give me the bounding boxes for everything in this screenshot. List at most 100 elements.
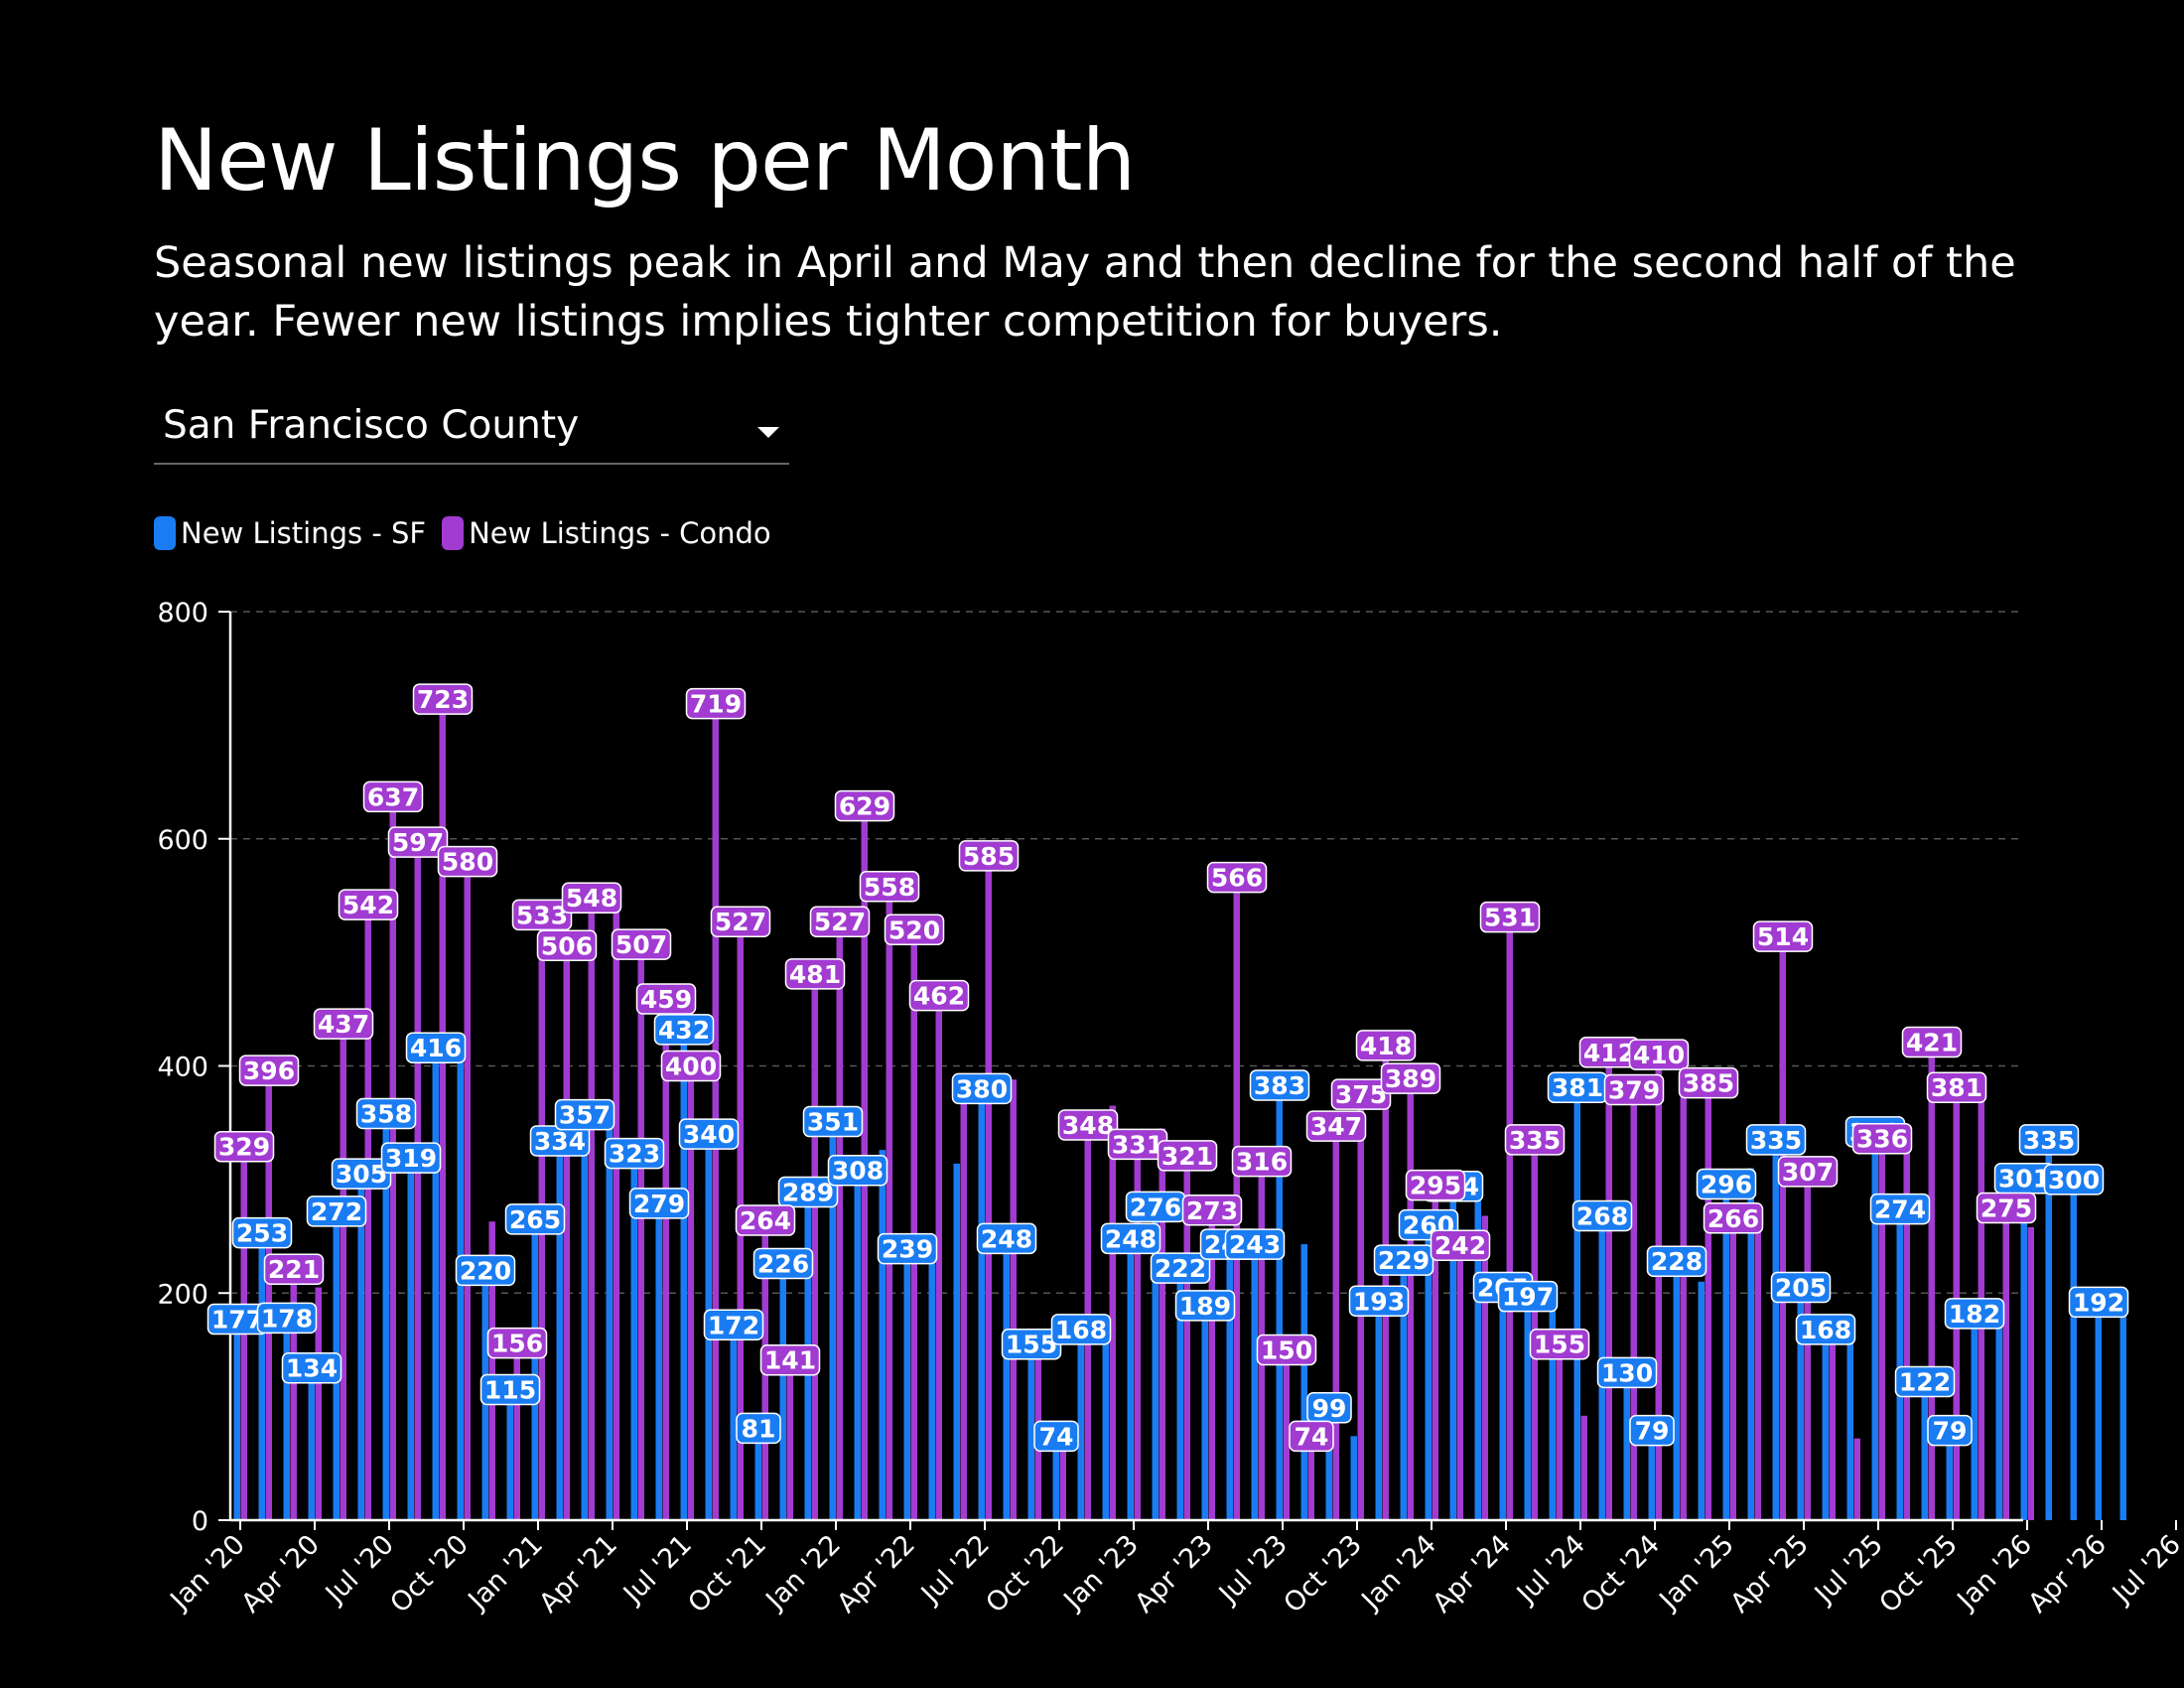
bar-condo: [985, 855, 992, 1520]
data-label-sf: 122: [1899, 1367, 1951, 1396]
data-label-condo: 375: [1335, 1080, 1387, 1109]
data-label-sf: 334: [534, 1127, 586, 1156]
bar-sf: [1276, 1084, 1283, 1520]
bar-condo: [2002, 1207, 2009, 1520]
data-label-condo: 410: [1633, 1041, 1685, 1069]
y-tick-label: 200: [157, 1279, 208, 1310]
x-tick-label: Apr '20: [235, 1529, 326, 1619]
bar-sf: [556, 1140, 563, 1520]
data-label-sf: 168: [1800, 1316, 1851, 1344]
data-label-condo: 531: [1484, 904, 1536, 932]
data-label-sf: 305: [336, 1160, 387, 1189]
data-label-condo-bg: [1289, 1420, 1334, 1453]
data-label-condo-bg: [1430, 1229, 1491, 1261]
data-label-sf-bg: [1150, 1252, 1211, 1284]
data-label-sf-bg: [951, 1072, 1013, 1105]
data-label-condo-bg: [1355, 1030, 1417, 1061]
bar-sf: [1400, 1260, 1407, 1520]
bar-sf: [779, 1263, 786, 1520]
legend-item-condo[interactable]: New Listings - Condo: [442, 516, 771, 550]
x-tick-label: Jul '26: [2106, 1529, 2184, 1611]
x-tick-label: Apr '21: [533, 1529, 623, 1619]
data-label-condo: 221: [268, 1255, 320, 1284]
data-label-sf: 226: [757, 1250, 809, 1279]
data-label-sf-bg: [1348, 1285, 1410, 1318]
x-tick-label: Oct '23: [1278, 1529, 1368, 1619]
data-label-condo: 507: [615, 930, 667, 959]
data-label-sf-bg: [331, 1158, 392, 1190]
legend-item-sf[interactable]: New Listings - SF: [154, 516, 426, 550]
county-dropdown-value: San Francisco County: [163, 403, 580, 448]
data-label-sf: 220: [460, 1256, 511, 1285]
bar-condo: [613, 898, 619, 1520]
data-label-condo: 295: [1410, 1172, 1461, 1200]
x-tick-label: Oct '24: [1575, 1529, 1666, 1619]
bar-sf: [308, 1367, 315, 1520]
bar-sf: [754, 1428, 761, 1520]
data-label-sf-bg: [1944, 1298, 2005, 1330]
x-tick-label: Jan '23: [1057, 1529, 1145, 1617]
data-label-sf-bg: [777, 1176, 839, 1208]
data-label-condo-bg: [759, 1343, 821, 1376]
data-label-condo: 379: [1608, 1076, 1660, 1105]
bar-sf: [283, 1318, 290, 1520]
county-dropdown[interactable]: San Francisco County: [154, 397, 789, 465]
bar-sf: [1027, 1343, 1034, 1520]
bar-sf: [1127, 1238, 1134, 1520]
data-label-condo: 156: [491, 1330, 543, 1358]
data-label-sf-bg: [604, 1137, 665, 1170]
data-label-sf: 319: [385, 1144, 437, 1173]
bar-condo: [786, 1359, 793, 1520]
data-label-condo: 412: [1583, 1039, 1635, 1067]
data-label-sf: 274: [1874, 1196, 1926, 1224]
data-label-sf-bg: [2043, 1164, 2105, 1196]
data-label-condo: 331: [1112, 1130, 1163, 1159]
bar-sf: [1549, 1293, 1556, 1520]
data-label-condo-bg: [1901, 1026, 1963, 1058]
x-tick-label: Oct '25: [1873, 1529, 1964, 1619]
data-label-sf-bg: [1745, 1124, 1807, 1156]
chart-legend: New Listings - SF New Listings - Condo: [154, 516, 787, 550]
data-label-condo: 336: [1856, 1125, 1908, 1154]
data-label-condo: 381: [1931, 1073, 1982, 1102]
data-label-sf: 381: [1552, 1073, 1603, 1102]
bar-condo: [588, 898, 595, 1520]
bar-sf: [1698, 1281, 1705, 1520]
bar-sf: [1524, 1296, 1531, 1520]
bar-sf: [1722, 1184, 1729, 1520]
data-label-sf-bg: [1373, 1244, 1434, 1276]
data-label-condo: 418: [1360, 1032, 1412, 1060]
data-label-sf-bg: [256, 1302, 318, 1335]
data-label-sf: 99: [1312, 1394, 1347, 1423]
data-label-sf: 300: [2048, 1166, 2100, 1195]
data-label-condo-bg: [511, 899, 573, 931]
bar-sf: [1772, 1139, 1779, 1520]
data-label-condo: 266: [1707, 1204, 1759, 1233]
data-label-condo-bg: [1181, 1195, 1243, 1226]
data-label-sf: 193: [1353, 1287, 1405, 1316]
bar-condo: [1283, 1349, 1290, 1520]
bar-sf: [531, 1218, 538, 1520]
data-label-sf: 222: [1155, 1254, 1206, 1283]
bar-condo: [1481, 1215, 1488, 1520]
data-label-condo-bg: [213, 1130, 275, 1163]
data-label-condo: 629: [839, 792, 890, 821]
data-label-sf-bg: [802, 1105, 864, 1138]
data-label-condo-bg: [437, 845, 498, 878]
bar-sf: [1846, 1316, 1853, 1520]
data-label-condo: 542: [342, 891, 394, 919]
data-label-condo: 335: [1509, 1126, 1561, 1155]
bar-condo: [1307, 1436, 1314, 1520]
data-label-condo: 527: [814, 908, 866, 936]
x-tick-label: Oct '20: [384, 1529, 475, 1619]
data-label-sf-bg: [1224, 1228, 1286, 1260]
bar-sf: [1425, 1224, 1432, 1520]
data-label-condo: 719: [690, 690, 742, 719]
data-label-condo: 514: [1757, 922, 1809, 951]
data-label-condo: 329: [218, 1133, 270, 1162]
data-label-sf-bg: [703, 1309, 764, 1341]
bar-condo: [1705, 1082, 1711, 1520]
bar-sf: [506, 1389, 513, 1520]
data-label-sf-bg: [827, 1154, 888, 1187]
x-tick-label: Apr '22: [831, 1529, 921, 1619]
